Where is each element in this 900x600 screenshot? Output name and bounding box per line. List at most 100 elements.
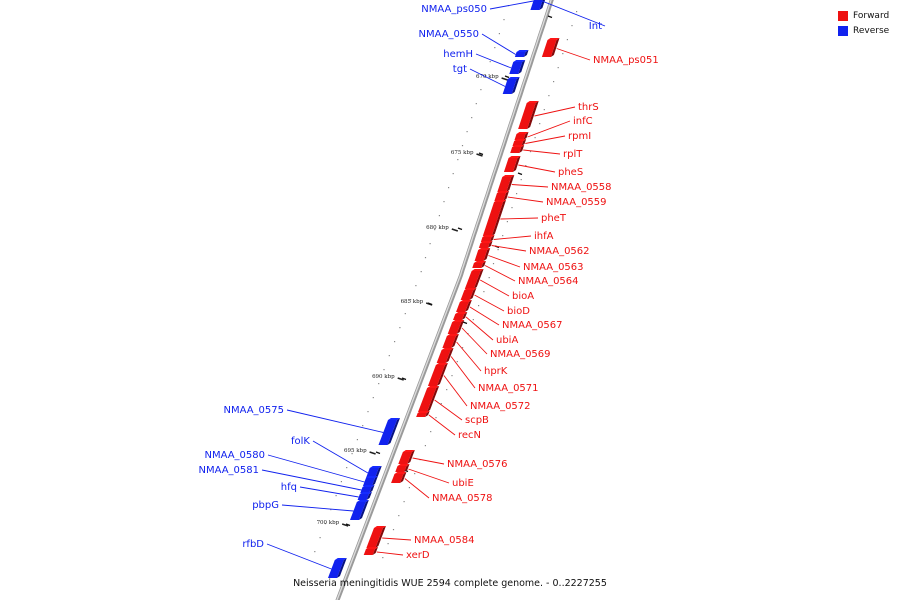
- gene-block-side: [518, 60, 526, 74]
- gene-block-side: [456, 320, 465, 334]
- feature-tick: [547, 15, 553, 19]
- genome-backbone: [335, 0, 554, 600]
- legend-item-reverse: Reverse: [838, 23, 889, 38]
- gene-block: [360, 487, 372, 493]
- gene-label: NMAA_0558: [551, 182, 612, 193]
- gene-recn: recN: [416, 411, 481, 441]
- gene-block: [494, 193, 507, 201]
- legend-item-forward: Forward: [838, 8, 889, 23]
- gene-block-side: [503, 191, 510, 201]
- gene-block-top: [452, 320, 465, 322]
- gene-nmaa-0580: NMAA_0580: [204, 450, 378, 486]
- gene-scpb: scpB: [418, 386, 489, 426]
- gene-block-top: [394, 472, 407, 474]
- gene-label: ubiE: [452, 478, 474, 489]
- gene-block-side: [407, 450, 415, 464]
- scale-tick: [341, 523, 349, 527]
- gene-label: NMAA_ps050: [421, 4, 487, 15]
- gene-block-side: [491, 200, 507, 236]
- gene-leader-line: [312, 440, 369, 474]
- gene-block-top: [459, 300, 472, 302]
- gene-label: hfq: [281, 482, 297, 493]
- gene-label: rfbD: [242, 539, 264, 550]
- gene-block-top: [547, 38, 560, 40]
- gene-nmaa-0584: NMAA_0584: [366, 526, 475, 548]
- gene-ihfa: ihfA: [480, 231, 554, 242]
- gene-nmaa-0575: NMAA_0575: [223, 405, 400, 445]
- gene-block-side: [425, 411, 430, 417]
- gene-label: xerD: [406, 550, 430, 561]
- gene-leader-line: [443, 375, 468, 407]
- gene-block-top: [397, 464, 410, 466]
- scale-tick-label: 685 kbp: [401, 299, 424, 305]
- gene-phet: pheT: [482, 200, 567, 236]
- gene-block-top: [494, 200, 507, 202]
- gene-phes: pheS: [503, 156, 583, 178]
- gene-block-top: [526, 101, 539, 103]
- gene-xerd: xerD: [363, 547, 430, 561]
- gene-nmaa-0569: NMAA_0569: [447, 320, 551, 360]
- gene-leader-line: [488, 255, 521, 268]
- gene-rfbd: rfbD: [242, 539, 347, 578]
- gene-label: NMAA_0575: [223, 405, 284, 416]
- scale-tick: [369, 451, 376, 455]
- feature-tick: [345, 523, 351, 527]
- gene-block-side: [372, 547, 378, 555]
- gene-label: pbpG: [252, 500, 279, 511]
- gene-leader-line: [484, 265, 516, 282]
- gene-block: [472, 263, 483, 268]
- gene-block-top: [435, 363, 448, 365]
- gene-leader-line: [534, 106, 576, 117]
- gene-label: thrS: [578, 102, 599, 113]
- gene-block: [514, 52, 526, 57]
- gene-block-side: [521, 139, 527, 146]
- gene-leader-line: [465, 316, 494, 341]
- gene-block-top: [507, 77, 520, 79]
- gene-block-top: [455, 312, 468, 314]
- gene-leader-line: [523, 149, 561, 155]
- gene-block: [442, 336, 456, 348]
- gene-block-top: [356, 500, 369, 502]
- gene-block-top: [365, 547, 378, 549]
- gene-block-side: [487, 241, 493, 248]
- gene-leader-line: [450, 356, 476, 389]
- gene-block-side: [465, 300, 472, 312]
- gene-label: NMAA_0572: [470, 401, 531, 412]
- gene-block: [503, 158, 518, 172]
- gene-label: hemH: [443, 49, 473, 60]
- gene-int: Int: [538, 0, 606, 32]
- feature-tick: [504, 75, 510, 79]
- gene-label: NMAA_0581: [198, 465, 259, 476]
- gene-label: ubiA: [496, 335, 518, 346]
- gene-block: [474, 250, 488, 261]
- gene-label: NMAA_0562: [529, 246, 590, 257]
- legend-label-forward: Forward: [853, 10, 890, 21]
- gene-leader-line: [434, 399, 463, 421]
- scale-tick-label: 670 kbp: [476, 74, 499, 80]
- gene-leader-line: [408, 468, 450, 484]
- gene-block-top: [513, 60, 526, 62]
- gene-block-top: [514, 139, 527, 141]
- gene-block-side: [371, 476, 378, 486]
- gene-block: [497, 177, 512, 192]
- genome-caption: Neisseria meningitidis WUE 2594 complete…: [293, 578, 607, 589]
- feature-tick: [478, 152, 484, 156]
- legend: Forward Reverse: [838, 8, 889, 38]
- gene-block-side: [369, 485, 375, 493]
- gene-rplt: rplT: [510, 145, 583, 160]
- gene-block: [453, 314, 465, 320]
- gene-block-side: [473, 269, 484, 289]
- gene-block-side: [404, 464, 410, 472]
- gene-block: [512, 141, 524, 146]
- gene-nmaa-0564: NMAA_0564: [472, 261, 579, 287]
- gene-label: NMAA_0578: [432, 493, 493, 504]
- gene-block-top: [334, 558, 347, 560]
- gene-infc: infC: [514, 116, 593, 140]
- gene-leader-line: [474, 294, 505, 312]
- gene-block: [327, 560, 344, 578]
- gene-label: NMAA_ps051: [593, 55, 659, 66]
- gene-nmaa-0562: NMAA_0562: [478, 241, 590, 257]
- reverse-swatch: [838, 25, 848, 36]
- gene-ubie: ubiE: [395, 464, 474, 489]
- gene-block-side: [512, 156, 521, 172]
